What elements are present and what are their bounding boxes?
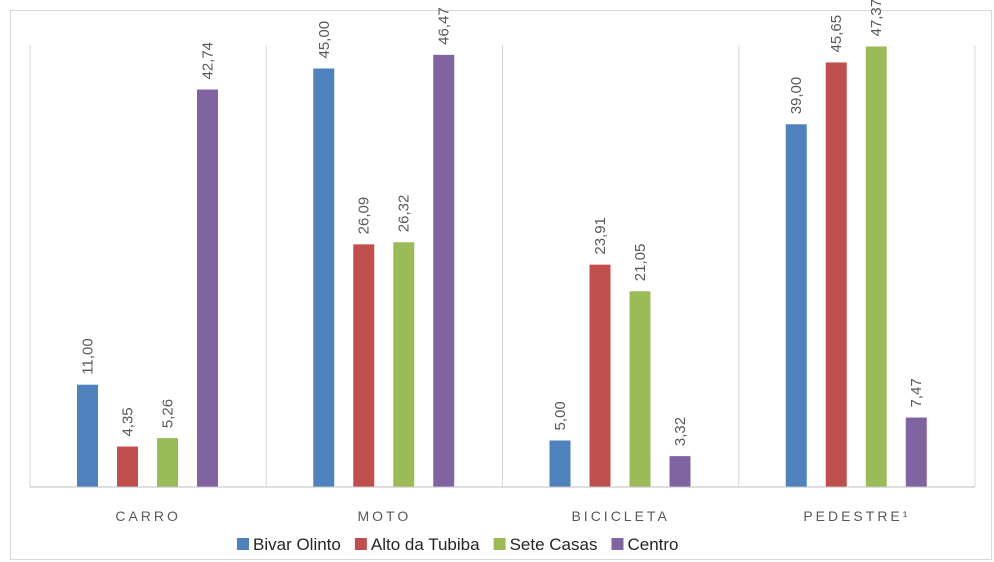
legend-entry[interactable]: Alto da Tubiba [371,535,480,554]
bar-alto-da-tubiba-moto[interactable] [353,244,375,487]
bar-sete-casas-bicicleta[interactable] [629,291,651,487]
data-label: 4,35 [120,407,137,436]
legend-entry[interactable]: Sete Casas [510,535,598,554]
data-label: 23,91 [592,217,609,255]
legend-swatch [354,538,367,550]
bar-centro-moto[interactable] [433,54,455,487]
data-labels: 11,00 4,35 5,26 42,74 45,00 26,09 26,32 46,47 5,… [80,0,926,446]
bar-sete-casas-pedestre[interactable] [865,46,887,488]
x-tick-label: BICICLETA [571,508,669,524]
bar-centro-pedestre[interactable] [905,417,927,487]
data-label: 3,32 [672,417,689,446]
data-label: 21,05 [632,244,649,282]
bars [77,46,927,488]
bar-alto-da-tubiba-carro[interactable] [117,446,138,487]
data-label: 46,47 [436,7,453,45]
data-label: 39,00 [788,77,805,115]
bar-bivar-olinto-carro[interactable] [77,384,98,487]
bar-centro-carro[interactable] [197,89,218,487]
legend[interactable]: Bivar Olinto Alto da Tubiba Sete Casas Cent… [237,535,679,554]
data-label: 7,47 [908,378,925,407]
bar-alto-da-tubiba-pedestre[interactable] [825,62,847,488]
category-separators [29,45,976,487]
x-axis-tick-labels: CARRO MOTO BICICLETA PEDESTRE¹ [115,508,910,524]
bar-sete-casas-carro[interactable] [157,438,178,487]
data-label: 11,00 [80,338,97,374]
legend-swatch [237,538,249,550]
bar-bivar-olinto-bicicleta[interactable] [549,440,571,488]
data-label: 47,37 [868,0,885,36]
data-label: 5,00 [552,401,569,430]
x-tick-label: MOTO [358,508,412,524]
legend-swatch [493,538,506,550]
data-label: 42,74 [200,42,217,80]
bar-centro-bicicleta[interactable] [669,456,691,487]
bar-bivar-olinto-pedestre[interactable] [785,124,807,488]
bar-bivar-olinto-moto[interactable] [313,68,335,488]
bar-alto-da-tubiba-bicicleta[interactable] [589,264,611,487]
x-tick-label: PEDESTRE¹ [803,508,910,524]
legend-swatch [611,538,624,550]
data-label: 45,65 [828,15,845,53]
legend-entry[interactable]: Bivar Olinto [253,535,341,554]
data-label: 45,00 [316,21,333,59]
legend-entry[interactable]: Centro [627,535,678,554]
data-label: 26,32 [396,195,413,233]
bar-sete-casas-moto[interactable] [393,242,415,487]
data-label: 26,09 [356,197,373,235]
x-tick-label: CARRO [115,508,181,524]
data-label: 5,26 [160,399,177,428]
